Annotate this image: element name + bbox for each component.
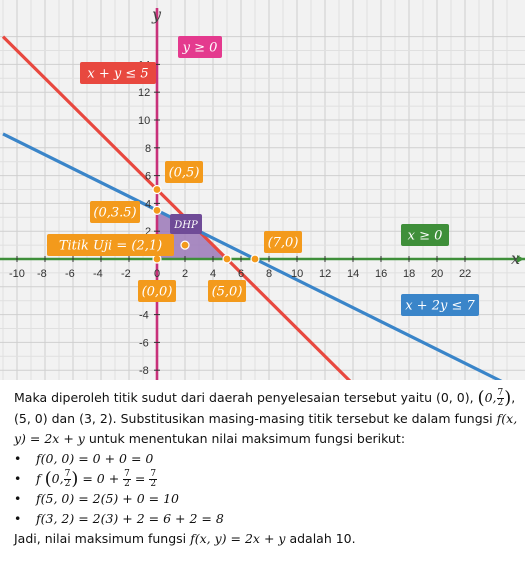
objective-function: f(x, y) = 2x + y xyxy=(14,410,518,446)
svg-text:y ≥ 0: y ≥ 0 xyxy=(182,41,218,56)
point-label: Titik Uji = (2,1) xyxy=(47,234,174,256)
vertex-2-x: 0, xyxy=(484,390,497,405)
svg-text:(5,0): (5,0) xyxy=(212,285,243,300)
x-tick-label: -10 xyxy=(9,268,25,280)
constraint-line xyxy=(1,35,352,380)
point-marker xyxy=(152,184,162,195)
objective-function-conclusion: f(x, y) = 2x + y xyxy=(190,531,286,546)
constraint-label: y ≥ 0 xyxy=(178,36,222,58)
x-tick-label: 22 xyxy=(459,268,471,280)
constraint-label: x + 2y ≤ 7 xyxy=(401,294,479,316)
intro-paragraph: Maka diperoleh titik sudut dari daerah p… xyxy=(14,387,518,446)
x-tick-label: 2 xyxy=(182,268,188,280)
point-label: (0,5) xyxy=(165,161,203,183)
constraint-label: x ≥ 0 xyxy=(401,224,449,246)
svg-text:(7,0): (7,0) xyxy=(268,236,299,251)
x-tick-label: 20 xyxy=(431,268,443,280)
point-label: (0,3.5) xyxy=(90,201,140,223)
x-tick-label: 12 xyxy=(319,268,331,280)
list-item: f(3, 2) = 2(3) + 2 = 6 + 2 = 8 xyxy=(14,509,519,529)
point-label: (5,0) xyxy=(208,280,246,302)
x-tick-label: -4 xyxy=(93,268,103,280)
list-item: f (0,72) = 0 + 72 = 72 xyxy=(14,469,519,490)
constraint-label: x + y ≤ 5 xyxy=(80,62,156,84)
x-tick-label: 4 xyxy=(210,268,216,280)
point-marker xyxy=(250,254,260,264)
svg-text:x + y ≤ 5: x + y ≤ 5 xyxy=(87,67,148,82)
y-tick-label: 8 xyxy=(145,143,151,155)
list-item: f(0, 0) = 0 + 0 = 0 xyxy=(14,449,519,469)
conclusion: Jadi, nilai maksimum fungsi f(x, y) = 2x… xyxy=(14,531,356,546)
x-tick-label: -6 xyxy=(65,268,75,280)
list-item: f(5, 0) = 2(5) + 0 = 10 xyxy=(14,489,519,509)
point-marker xyxy=(180,240,190,250)
point-label: (0,0) xyxy=(138,280,176,302)
x-tick-label: 8 xyxy=(266,268,272,280)
point-label: (7,0) xyxy=(264,231,302,253)
svg-text:(0,0): (0,0) xyxy=(142,285,173,300)
svg-text:Titik Uji = (2,1): Titik Uji = (2,1) xyxy=(59,239,162,254)
intro-sentence-end: untuk menentukan nilai maksimum fungsi b… xyxy=(84,430,406,446)
linear-programming-graph: xy-10-8-6-4-20246810121416182022-8-6-4-2… xyxy=(0,0,525,380)
x-axis-name: x xyxy=(511,249,520,268)
y-axis-name: y xyxy=(151,5,162,24)
point-marker xyxy=(152,254,162,264)
y-tick-label: -8 xyxy=(139,365,149,377)
svg-text:x + 2y ≤ 7: x + 2y ≤ 7 xyxy=(405,299,475,314)
x-tick-label: 16 xyxy=(375,268,387,280)
x-tick-label: 14 xyxy=(347,268,359,280)
x-tick-label: 10 xyxy=(291,268,303,280)
y-tick-label: -4 xyxy=(139,310,149,322)
x-tick-label: 18 xyxy=(403,268,415,280)
x-tick-label: -8 xyxy=(37,268,47,280)
region-label: DHP xyxy=(170,214,202,234)
x-axis-arrow xyxy=(517,255,524,263)
y-tick-label: 12 xyxy=(138,87,150,99)
y-tick-label: -6 xyxy=(139,337,149,349)
solution-text: Maka diperoleh titik sudut dari daerah p… xyxy=(14,388,519,549)
x-tick-label: 0 xyxy=(154,268,160,280)
x-tick-label: -2 xyxy=(121,268,131,280)
svg-text:(0,5): (0,5) xyxy=(169,166,200,181)
y-tick-label: 4 xyxy=(145,198,151,210)
x-tick-label: 6 xyxy=(238,268,244,280)
intro-sentence-mid: (5, 0) dan (3, 2). Substitusikan masing-… xyxy=(14,410,493,426)
point-marker xyxy=(152,205,162,215)
intro-sentence-start: Maka diperoleh titik sudut dari daerah p… xyxy=(14,390,474,405)
point-marker xyxy=(222,254,232,264)
y-tick-label: 2 xyxy=(145,226,151,238)
svg-text:DHP: DHP xyxy=(173,220,198,231)
evaluation-list: f(0, 0) = 0 + 0 = 0 f (0,72) = 0 + 72 = … xyxy=(14,449,519,530)
svg-text:x ≥ 0: x ≥ 0 xyxy=(408,229,443,244)
y-tick-label: 10 xyxy=(138,115,150,127)
svg-text:(0,3.5): (0,3.5) xyxy=(93,206,136,221)
y-tick-label: 6 xyxy=(145,171,151,183)
